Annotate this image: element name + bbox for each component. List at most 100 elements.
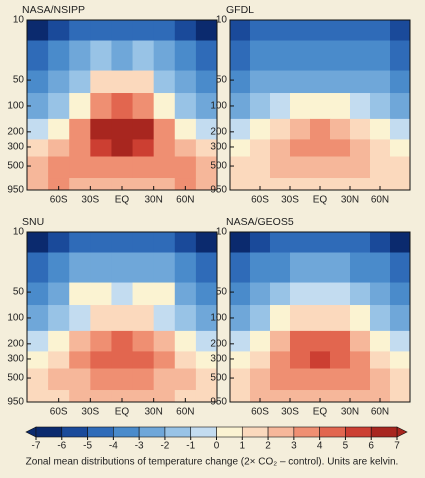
field-cell [174, 139, 197, 158]
field-cell [350, 351, 371, 370]
x-tick-label: 60N [371, 195, 389, 206]
field-cell [350, 252, 371, 284]
field-cell [350, 368, 371, 391]
field-cell [174, 368, 197, 391]
colorbar-swatch [190, 426, 217, 438]
colorbar-swatch [87, 426, 114, 438]
field-cell [69, 351, 91, 370]
field-cell [153, 232, 176, 254]
y-tick-label: 10 [13, 15, 25, 26]
field-cell [195, 156, 217, 179]
field-cell [370, 368, 391, 391]
colorbar-swatch [241, 426, 269, 438]
field-cell [270, 390, 291, 402]
field-cell [90, 139, 112, 158]
field-cell [111, 330, 134, 352]
field-cell [111, 368, 134, 391]
field-cell [174, 40, 197, 72]
field-cell [390, 20, 410, 42]
field-cell [174, 70, 197, 94]
field-cell [174, 252, 197, 284]
field-cell [153, 252, 176, 284]
field-cell [48, 390, 70, 402]
field-cell [310, 282, 331, 306]
y-tick-label: 50 [216, 287, 228, 298]
field-cell [250, 20, 271, 42]
field-cell [230, 351, 251, 370]
field-cell [111, 178, 134, 190]
field-cell [330, 178, 351, 190]
x-tick-label: 60S [251, 195, 269, 206]
field-cell [390, 330, 410, 352]
field-cell [27, 351, 49, 370]
field-cell [330, 252, 351, 284]
y-tick-label: 500 [7, 373, 24, 384]
field-cell [90, 70, 112, 94]
field-cell [230, 368, 251, 391]
field-cell [230, 156, 251, 179]
field-cell [390, 118, 410, 140]
field-cell [90, 232, 112, 254]
field-cell [48, 351, 70, 370]
y-tick-label: 100 [7, 101, 24, 112]
field-cell [132, 252, 155, 284]
field-cell [250, 156, 271, 179]
field-cell [153, 70, 176, 94]
field-cell [48, 330, 70, 352]
field-cell [153, 156, 176, 179]
field-cell [290, 156, 311, 179]
field-cell [69, 282, 91, 306]
field-cell [90, 390, 112, 402]
field-cell [230, 139, 251, 158]
field-cell [48, 232, 70, 254]
field-cell [27, 368, 49, 391]
colorbar-swatch [61, 426, 88, 438]
field-cell [132, 156, 155, 179]
field-cell [132, 368, 155, 391]
x-tick-label: EQ [115, 407, 130, 418]
field-cell [27, 40, 49, 72]
field-cell [195, 252, 217, 284]
field-cell [230, 70, 251, 94]
field-cell [270, 156, 291, 179]
field-cell [90, 330, 112, 352]
field-cell [27, 178, 49, 190]
field-cell [195, 40, 217, 72]
field-cell [90, 20, 112, 42]
field-cell [153, 330, 176, 352]
field-cell [350, 118, 371, 140]
y-tick-label: 100 [210, 313, 227, 324]
y-tick-label: 10 [216, 227, 228, 238]
colorbar-label: -1 [186, 441, 195, 452]
field-cell [195, 390, 217, 402]
colorbar-label: -4 [109, 441, 118, 452]
field-cell [250, 305, 271, 332]
field-cell [270, 282, 291, 306]
field-cell [330, 93, 351, 120]
colorbar-swatch [370, 426, 398, 438]
colorbar-label: -3 [135, 441, 144, 452]
field-cell [27, 252, 49, 284]
field-cell [132, 139, 155, 158]
field [27, 20, 217, 190]
field-cell [230, 118, 251, 140]
field-cell [290, 390, 311, 402]
field-cell [390, 368, 410, 391]
field-cell [132, 330, 155, 352]
field-cell [310, 20, 331, 42]
field-cell [69, 330, 91, 352]
field-cell [230, 282, 251, 306]
field-cell [111, 282, 134, 306]
field-cell [195, 118, 217, 140]
x-tick-label: 30S [281, 195, 299, 206]
field-cell [174, 156, 197, 179]
field-cell [310, 139, 331, 158]
field-cell [195, 305, 217, 332]
x-tick-label: 60S [50, 407, 68, 418]
x-tick-label: 30S [81, 407, 99, 418]
field-cell [350, 305, 371, 332]
field-cell [153, 178, 176, 190]
field-cell [370, 252, 391, 284]
field-cell [27, 93, 49, 120]
field-cell [250, 282, 271, 306]
